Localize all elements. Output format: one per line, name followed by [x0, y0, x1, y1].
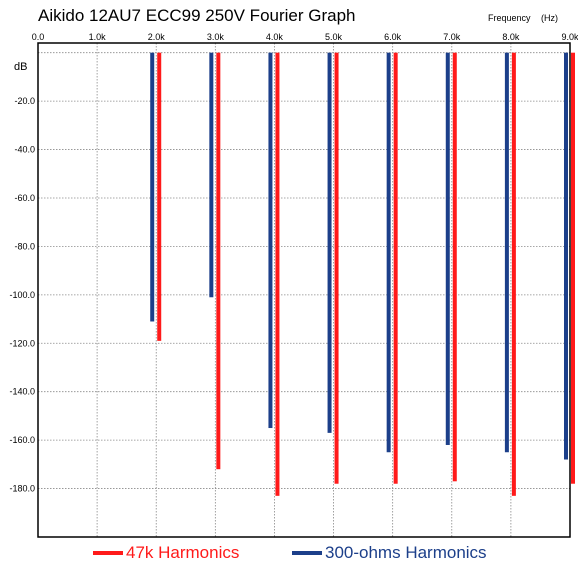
x-tick-label-3: 3.0k [207, 32, 225, 42]
x-tick-label-1: 1.0k [89, 32, 107, 42]
bar-series-0-6 [511, 52, 516, 496]
x-tick-label-2: 2.0k [148, 32, 166, 42]
y-tick-label-4: -100.0 [9, 290, 35, 300]
bar-series-1-7 [564, 52, 568, 460]
x-axis-ticks: 0.0 1.0k 2.0k 3.0k 4.0k 5.0k 6.0k 7.0k 8.0k 9.0k [32, 32, 578, 42]
legend: 47k Harmonics 300-ohms Harmonics [93, 543, 487, 562]
x-tick-label-7: 7.0k [443, 32, 461, 42]
bar-series-1-6 [504, 52, 509, 453]
bar-series-1-3 [327, 52, 332, 433]
legend-label-47k: 47k Harmonics [126, 543, 239, 562]
y-tick-label-0: -20.0 [14, 96, 35, 106]
bar-series-1-2 [268, 52, 273, 429]
bar-series-0-0 [157, 52, 162, 341]
y-axis-label: dB [14, 61, 27, 73]
y-tick-label-6: -140.0 [9, 387, 35, 397]
bar-series-0-1 [216, 52, 221, 470]
grid [38, 43, 570, 537]
bar-series-0-2 [275, 52, 280, 496]
bar-series-1-0 [150, 52, 155, 322]
x-tick-label-5: 5.0k [325, 32, 343, 42]
bar-series-0-4 [393, 52, 398, 484]
plot-frame [37, 42, 571, 538]
legend-swatch-300ohms [292, 551, 322, 555]
y-tick-label-5: -120.0 [9, 338, 35, 348]
x-tick-label-0: 0.0 [32, 32, 45, 42]
y-tick-label-8: -180.0 [9, 484, 35, 494]
bars [150, 52, 575, 496]
legend-label-300ohms: 300-ohms Harmonics [325, 543, 487, 562]
y-tick-label-1: -40.0 [14, 145, 35, 155]
y-tick-label-7: -160.0 [9, 435, 35, 445]
y-tick-label-3: -80.0 [14, 241, 35, 251]
y-tick-label-2: -60.0 [14, 193, 35, 203]
x-unit: (Hz) [541, 13, 558, 23]
bar-series-1-1 [209, 52, 214, 298]
bar-series-0-3 [334, 52, 339, 484]
x-tick-label-6: 6.0k [384, 32, 402, 42]
x-tick-label-4: 4.0k [266, 32, 284, 42]
x-tick-label-9: 9.0k [561, 32, 578, 42]
bar-series-1-4 [386, 52, 391, 453]
y-axis-ticks: -20.0 -40.0 -60.0 -80.0 -100.0 -120.0 -140.0 -1… [9, 96, 35, 493]
x-tick-label-8: 8.0k [502, 32, 520, 42]
x-unit-label: Frequency [488, 13, 531, 23]
legend-swatch-47k [93, 551, 123, 555]
bar-series-0-5 [452, 52, 457, 482]
bar-series-0-7 [571, 52, 575, 484]
bar-series-1-5 [445, 52, 450, 445]
chart-title: Aikido 12AU7 ECC99 250V Fourier Graph [38, 6, 356, 25]
